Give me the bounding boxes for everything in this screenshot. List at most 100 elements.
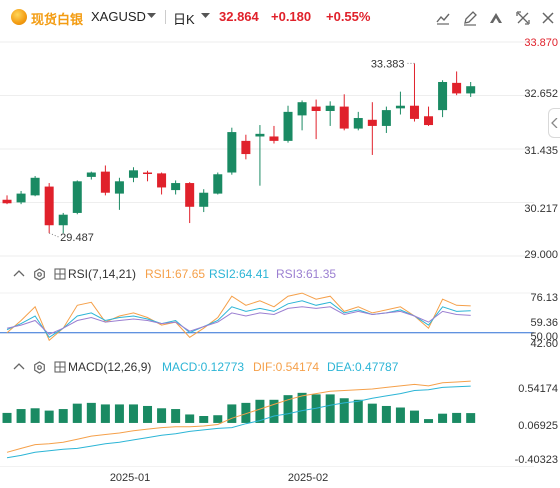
- macd-bar: [114, 404, 124, 423]
- candle-body: [381, 110, 391, 126]
- macd-panel[interactable]: 0.54174 0.06925 -0.40323: [0, 362, 560, 466]
- candle: [452, 71, 462, 96]
- edit-icon: [464, 11, 477, 26]
- macd-bar: [199, 416, 209, 423]
- candle: [381, 106, 391, 133]
- indicator-switch-icon[interactable]: [54, 268, 66, 280]
- candle: [100, 165, 110, 196]
- candle: [339, 94, 349, 131]
- symbol-dropdown-icon[interactable]: [147, 13, 156, 19]
- candle-body: [16, 193, 26, 203]
- low-price-label: 29.487: [60, 232, 94, 244]
- macd-bar: [16, 409, 26, 423]
- macd-bar: [72, 403, 82, 423]
- macd-tick: -0.40323: [515, 454, 558, 466]
- candle-body: [213, 174, 223, 194]
- rsi-axis: 76.13 59.36 50.00 42.60: [530, 292, 558, 348]
- chart-header: 现货白银 XAGUSD 日K 32.864 +0.180 +0.55%: [0, 0, 560, 34]
- candle-body: [58, 214, 68, 226]
- timeframe-selector[interactable]: 日K: [173, 12, 195, 27]
- macd-bar: [367, 403, 377, 423]
- timeframe-dropdown-icon[interactable]: [201, 13, 210, 19]
- macd-bar: [353, 399, 363, 423]
- rsi-reference-lines: [0, 292, 534, 334]
- macd-bar: [86, 402, 96, 423]
- candle-body: [100, 171, 110, 193]
- macd-title[interactable]: MACD(12,26,9): [68, 360, 152, 374]
- expand-icon: [516, 11, 530, 25]
- candle-body: [114, 181, 124, 194]
- macd-bar: [409, 410, 419, 423]
- candle: [143, 170, 153, 182]
- expand-button[interactable]: [513, 8, 533, 28]
- candle-body: [339, 106, 349, 129]
- collapse-icon[interactable]: [13, 268, 25, 280]
- candle: [2, 195, 12, 205]
- chart-type-button[interactable]: [433, 8, 453, 28]
- collapse-icon[interactable]: [13, 361, 25, 373]
- macd-axis: 0.54174 0.06925 -0.40323: [515, 383, 558, 466]
- macd-bar: [325, 394, 335, 423]
- candle-body: [297, 102, 307, 116]
- time-tick: 2025-02: [288, 472, 328, 484]
- candle-body: [409, 105, 419, 119]
- candle-body: [255, 133, 265, 137]
- candlestick-panel[interactable]: 33.383 29.487 33.870 32.652 31.435 30.21…: [0, 34, 560, 264]
- high-annotation: 33.383: [371, 58, 415, 70]
- candle-body: [2, 199, 12, 204]
- candle: [353, 111, 363, 131]
- rsi-panel[interactable]: 76.13 59.36 50.00 42.60: [0, 268, 560, 348]
- rsi-tick: 42.60: [530, 338, 558, 348]
- candle-body: [353, 118, 363, 129]
- price-tick: 32.652: [524, 88, 558, 100]
- macd-bar: [2, 412, 12, 423]
- macd-bar: [185, 414, 195, 423]
- candle: [213, 172, 223, 195]
- candle: [409, 63, 419, 122]
- candle: [44, 183, 54, 234]
- macd-tick: 0.54174: [518, 383, 558, 395]
- candle: [171, 180, 181, 195]
- rsi1-value: RSI1:67.65: [145, 267, 206, 281]
- price-change-pct: +0.55%: [326, 9, 371, 24]
- price-change: +0.180: [271, 9, 312, 24]
- candle: [157, 172, 167, 195]
- rsi-line-1: [6, 292, 471, 342]
- candle: [30, 176, 40, 197]
- candle: [269, 125, 279, 144]
- candle-body: [325, 105, 335, 111]
- settings-icon[interactable]: [33, 361, 46, 374]
- macd-bar: [128, 404, 138, 423]
- candle-body: [424, 116, 434, 126]
- macd-bar: [283, 395, 293, 423]
- dea-line: [6, 385, 471, 459]
- candle: [185, 182, 195, 224]
- silver-coin-icon: [11, 9, 27, 25]
- draw-tools-button[interactable]: [486, 8, 506, 28]
- time-tick: 2025-01: [110, 472, 150, 484]
- macd-bar: [297, 392, 307, 423]
- sidebar-toggle[interactable]: [548, 108, 560, 138]
- macd-bar: [100, 404, 110, 423]
- settings-icon[interactable]: [33, 268, 46, 281]
- symbol-code[interactable]: XAGUSD: [91, 9, 146, 24]
- candle-body: [283, 111, 293, 141]
- candle-body: [199, 192, 209, 207]
- candle: [325, 101, 335, 126]
- edit-button[interactable]: [460, 8, 480, 28]
- candle-body: [269, 136, 279, 141]
- indicator-switch-icon[interactable]: [54, 361, 66, 373]
- candle-body: [128, 170, 138, 178]
- rsi-tick: 76.13: [530, 292, 558, 304]
- macd-bar: [255, 399, 265, 423]
- macd-bar: [452, 412, 462, 423]
- macd-bar: [241, 402, 251, 423]
- macd-bar: [213, 415, 223, 423]
- close-button[interactable]: [538, 8, 558, 28]
- candle-body: [44, 186, 54, 226]
- price-tick: 31.435: [524, 145, 558, 157]
- rsi-title[interactable]: RSI(7,14,21): [68, 267, 137, 281]
- candle: [16, 190, 26, 205]
- instrument-name[interactable]: 现货白银: [31, 12, 84, 27]
- macd-bar: [30, 408, 40, 423]
